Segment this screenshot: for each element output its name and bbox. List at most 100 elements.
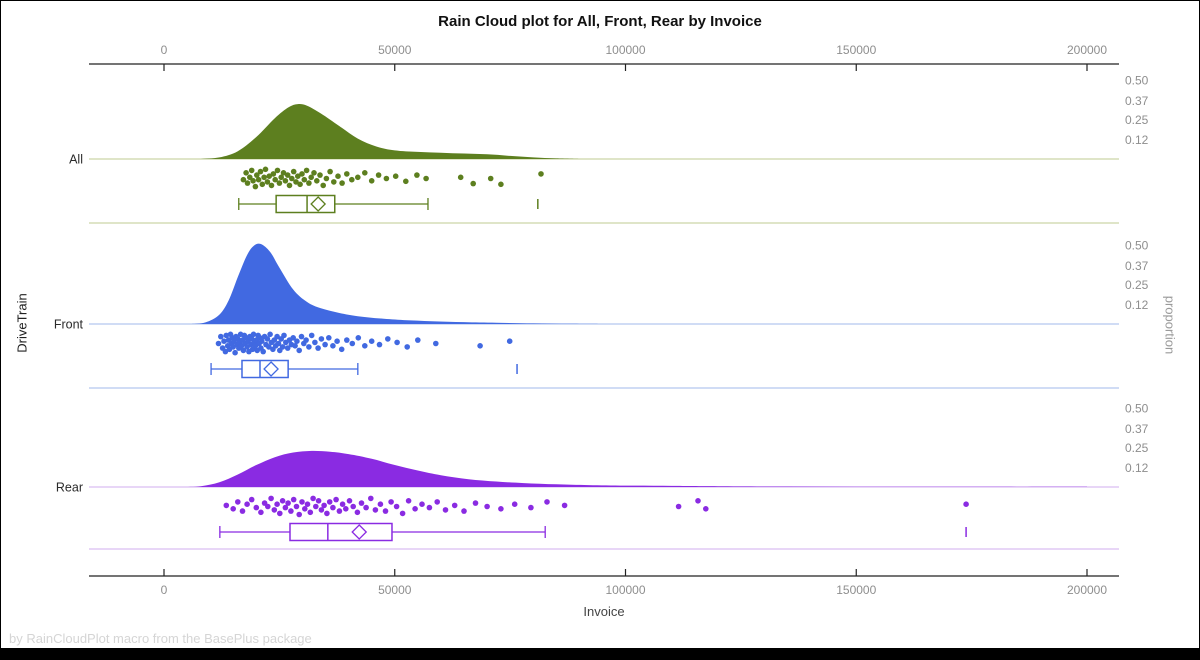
rain-point bbox=[293, 503, 300, 510]
rain-point bbox=[259, 181, 266, 188]
rain-point bbox=[240, 347, 247, 354]
rain-point bbox=[358, 500, 365, 506]
rain-point bbox=[506, 338, 513, 345]
rain-point bbox=[330, 343, 336, 349]
proportion-tick-label: 0.12 bbox=[1125, 461, 1149, 475]
rain-point bbox=[280, 170, 287, 176]
category-label-all: All bbox=[69, 153, 83, 167]
rain-point bbox=[302, 506, 308, 512]
proportion-tick-label: 0.50 bbox=[1125, 74, 1149, 88]
rain-point bbox=[243, 170, 249, 176]
rain-point bbox=[324, 510, 330, 517]
x2-axis-tick-label: 0 bbox=[161, 43, 168, 57]
mean-diamond bbox=[351, 524, 368, 540]
rain-point bbox=[404, 344, 411, 350]
rain-point bbox=[349, 176, 355, 183]
rain-point bbox=[248, 167, 255, 174]
rain-point bbox=[362, 343, 368, 349]
rain-point bbox=[239, 508, 246, 514]
rain-point bbox=[419, 501, 425, 508]
rain-point bbox=[267, 331, 273, 338]
rain-point bbox=[274, 501, 280, 508]
rain-point bbox=[286, 182, 293, 189]
rain-point bbox=[259, 338, 265, 345]
rain-point bbox=[308, 332, 315, 339]
rain-point bbox=[362, 170, 368, 176]
rain-point bbox=[963, 501, 969, 508]
rain-point bbox=[326, 335, 332, 341]
rain-point bbox=[265, 503, 271, 510]
rain-point bbox=[415, 337, 421, 343]
rain-point bbox=[232, 349, 238, 356]
rain-point bbox=[301, 176, 308, 183]
rain-point bbox=[290, 335, 297, 341]
rain-point bbox=[247, 174, 253, 181]
rain-point bbox=[257, 168, 264, 175]
x2-axis-tick-label: 50000 bbox=[378, 43, 412, 57]
rain-point bbox=[354, 509, 361, 516]
rain-point bbox=[230, 506, 236, 512]
box-iqr bbox=[289, 522, 393, 542]
rain-point bbox=[276, 180, 283, 186]
rain-point bbox=[284, 172, 291, 178]
rain-point bbox=[315, 498, 322, 504]
rain-point bbox=[346, 498, 353, 504]
rain-point bbox=[306, 180, 312, 186]
rain-point bbox=[442, 507, 449, 513]
proportion-tick-label: 0.12 bbox=[1125, 133, 1149, 147]
rain-point bbox=[498, 506, 504, 512]
rain-point bbox=[223, 502, 230, 509]
rain-point bbox=[399, 510, 406, 517]
rain-point bbox=[330, 504, 336, 511]
rain-point bbox=[451, 502, 458, 509]
rain-point bbox=[312, 339, 318, 346]
rain-point bbox=[336, 508, 343, 514]
rain-point bbox=[392, 173, 399, 179]
x-axis-tick-label: 200000 bbox=[1067, 583, 1107, 597]
rain-point bbox=[281, 332, 287, 339]
rain-point bbox=[333, 496, 339, 503]
rain-point bbox=[308, 174, 315, 181]
rain-point bbox=[368, 495, 374, 502]
rain-point bbox=[675, 503, 682, 510]
rain-point bbox=[426, 504, 433, 511]
rain-point bbox=[260, 348, 267, 355]
bottom-bar bbox=[1, 648, 1199, 659]
category-label-front: Front bbox=[54, 318, 84, 332]
rain-point bbox=[321, 502, 327, 509]
rain-point bbox=[318, 507, 325, 513]
rain-point bbox=[317, 172, 323, 178]
rain-point bbox=[255, 176, 262, 183]
chart-title: Rain Cloud plot for All, Front, Rear by … bbox=[438, 13, 762, 30]
x2-axis-tick-label: 200000 bbox=[1067, 43, 1107, 57]
rain-point bbox=[372, 507, 379, 513]
rain-point bbox=[344, 171, 350, 177]
rain-point bbox=[223, 332, 230, 339]
rain-point bbox=[394, 339, 400, 346]
rain-point bbox=[294, 338, 300, 345]
rain-point bbox=[272, 176, 279, 183]
density-cloud-rear bbox=[182, 450, 1087, 487]
rain-point bbox=[695, 498, 701, 504]
rain-point bbox=[250, 331, 257, 338]
proportion-tick-label: 0.25 bbox=[1125, 441, 1149, 455]
rain-point bbox=[240, 176, 247, 183]
rain-point bbox=[292, 343, 298, 349]
rain-point bbox=[250, 178, 256, 184]
rain-point bbox=[484, 503, 490, 510]
rain-point bbox=[258, 509, 264, 516]
rain-point bbox=[318, 336, 325, 342]
rain-point bbox=[528, 504, 534, 511]
rain-point bbox=[303, 337, 309, 343]
x2-axis-tick-label: 100000 bbox=[605, 43, 645, 57]
rain-point bbox=[215, 340, 222, 347]
proportion-tick-label: 0.37 bbox=[1125, 422, 1149, 436]
rain-point bbox=[244, 180, 251, 186]
proportion-tick-label: 0.37 bbox=[1125, 94, 1149, 108]
rain-point bbox=[298, 333, 305, 340]
rain-point bbox=[423, 175, 429, 182]
rain-point bbox=[278, 174, 285, 181]
x-axis-tick-label: 0 bbox=[161, 583, 168, 597]
rain-point bbox=[375, 172, 382, 178]
rain-point bbox=[327, 168, 333, 175]
